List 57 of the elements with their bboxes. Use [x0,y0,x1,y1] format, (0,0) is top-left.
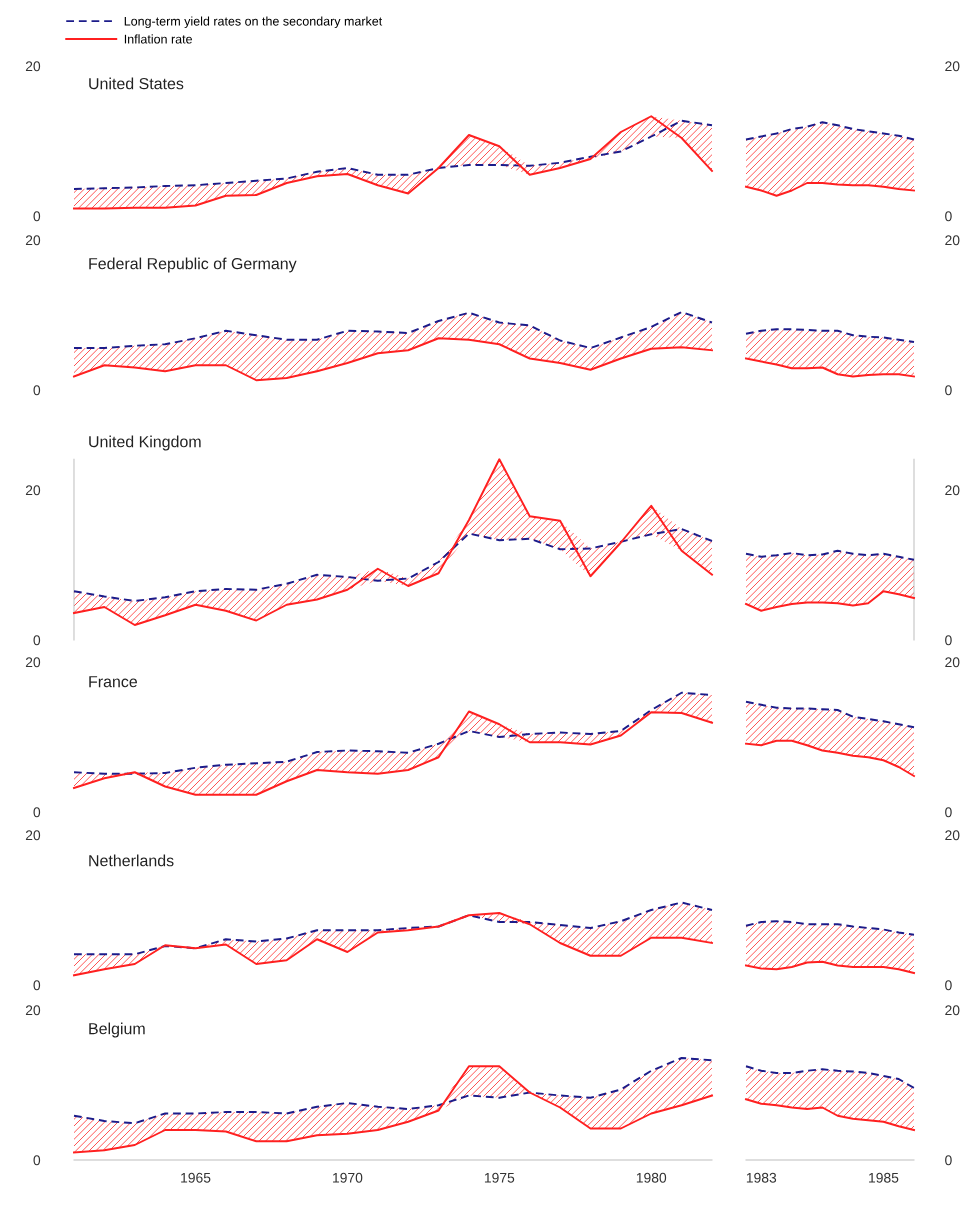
line-series [745,328,915,343]
y-tick-label: 20 [25,235,41,246]
line-series [745,590,915,612]
line-series [745,739,915,777]
y-tick-label: 0 [33,807,41,818]
y-tick-label: 0 [33,1155,41,1166]
line-series [73,311,713,349]
y-tick-label: 20 [25,1005,41,1016]
line-series [745,1098,915,1131]
y-tick-label: 0 [945,635,952,646]
line-series [745,1065,915,1089]
y-tick-label: 0 [945,807,952,818]
line-series [73,119,713,190]
y-tick-label: 0 [33,385,41,396]
x-tick-label: 1965 [181,1172,211,1183]
text: Belgium [89,1022,145,1038]
line-series [73,901,713,956]
chart-title: United Kingdom [89,435,201,451]
text: Federal Republic of Germany [89,257,297,273]
line-series [745,121,915,141]
text: United States [89,77,184,90]
line-series [73,528,713,602]
y-tick-label: 0 [945,980,952,991]
y-tick-label: 20 [945,830,960,841]
y-tick-label: 20 [945,235,960,246]
line-series [745,549,915,561]
y-tick-label: 0 [945,1155,952,1166]
y-tick-label: 20 [945,485,960,496]
y-tick-label: 0 [33,980,41,991]
line-series [745,357,915,378]
y-tick-label: 0 [945,385,952,396]
y-tick-label: 20 [25,485,41,496]
line-series [73,1057,713,1125]
y-tick-label: 20 [945,1005,960,1016]
line-series [73,710,713,796]
y-tick-label: 20 [25,61,41,72]
y-tick-label: 20 [945,61,960,72]
y-tick-label: 20 [25,830,41,841]
y-tick-label: 0 [33,211,41,222]
line-series [745,920,915,936]
line-series [73,337,713,382]
line-series [745,700,915,729]
x-tick-label: 1970 [333,1172,363,1183]
y-tick-label: 20 [945,657,960,668]
line-series [745,960,915,974]
x-tick-label: 1975 [484,1172,515,1183]
y-tick-label: 0 [33,635,41,646]
y-tick-label: 20 [25,657,41,668]
x-tick-label: 1983 [746,1172,777,1183]
text: Netherlands [89,854,174,867]
legend-label: Long-term yield rates on the secondary market [124,16,383,29]
x-tick-label: 1980 [636,1172,667,1183]
y-tick-label: 0 [945,211,952,222]
line-series [745,182,915,197]
x-tick-label: 1985 [869,1172,899,1183]
text: France [89,676,137,688]
legend-label: Inflation rate [124,34,192,44]
